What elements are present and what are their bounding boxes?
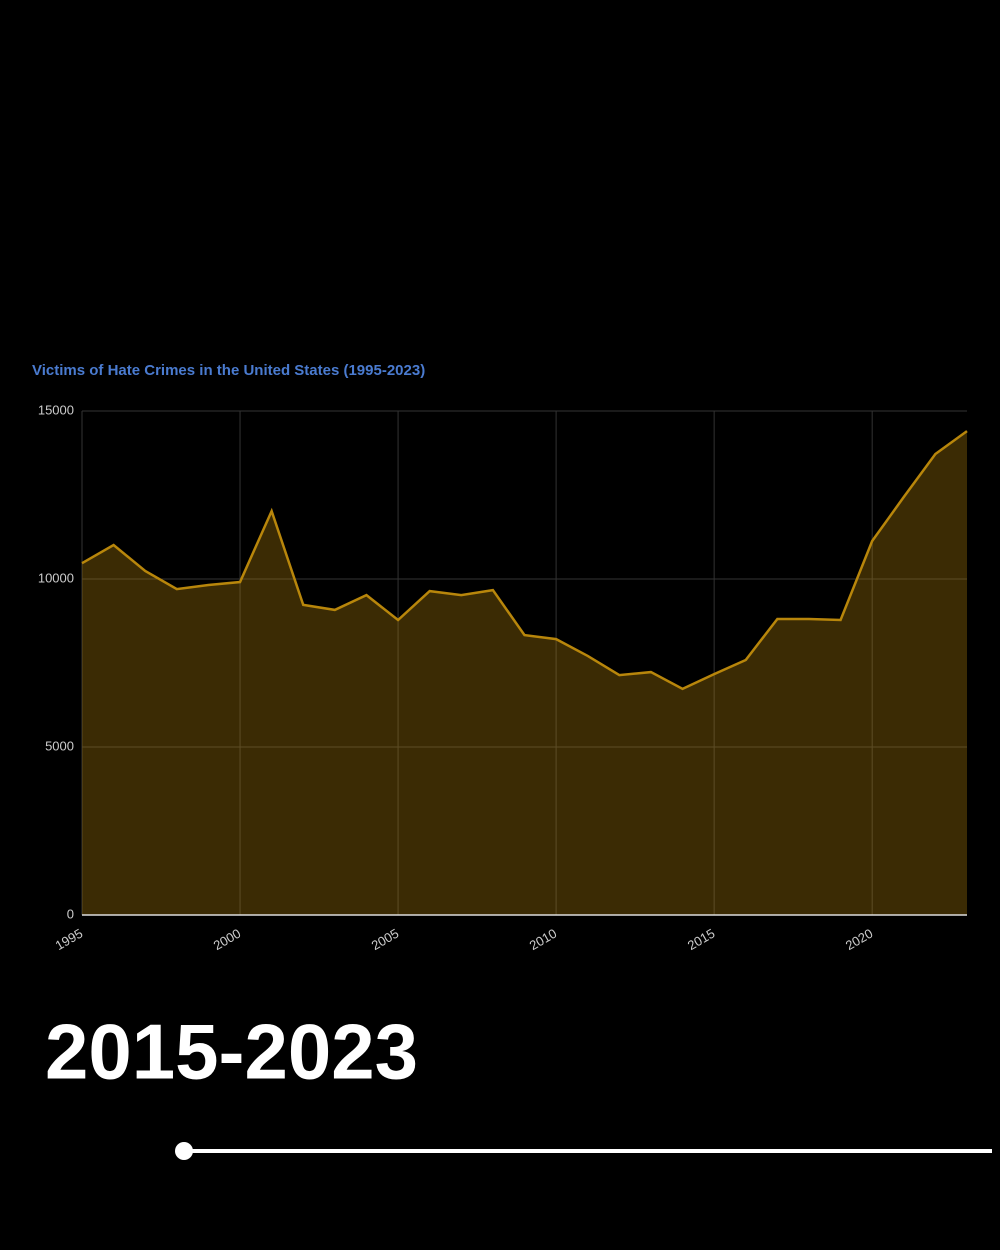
y-tick-label: 0 — [67, 906, 74, 921]
line — [81, 430, 968, 691]
y-tick-label: 10000 — [38, 570, 74, 585]
y-tick-label: 15000 — [38, 402, 74, 417]
chart-title: Victims of Hate Crimes in the United Sta… — [32, 362, 425, 379]
y-tick-label: 5000 — [45, 738, 74, 753]
caption: 2015-2023 — [45, 1008, 418, 1096]
area — [82, 431, 967, 915]
slider-handle — [175, 1142, 193, 1160]
